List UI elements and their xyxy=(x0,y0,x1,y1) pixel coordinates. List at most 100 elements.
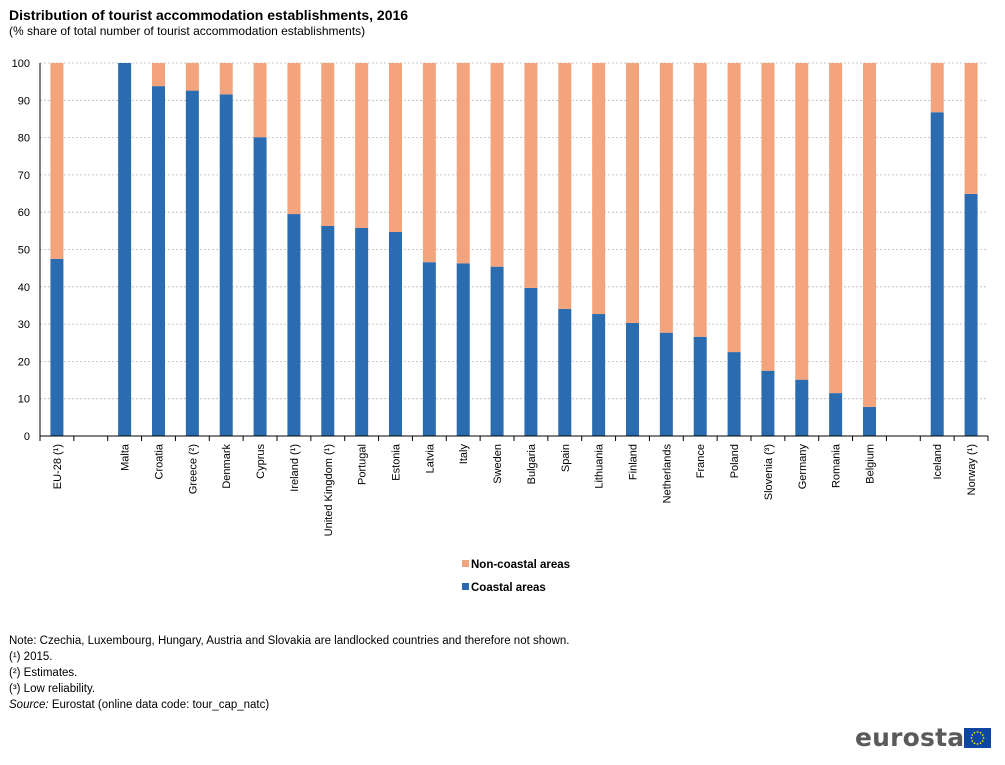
source-label: Source: xyxy=(9,699,49,711)
x-tick-label: Iceland xyxy=(932,444,944,479)
bar-coastal xyxy=(795,379,809,436)
bar-non-coastal xyxy=(524,63,538,288)
bar-non-coastal xyxy=(558,63,572,309)
bar-non-coastal xyxy=(152,63,165,87)
bar-non-coastal xyxy=(964,63,978,194)
bar-coastal xyxy=(761,370,775,436)
bar-non-coastal xyxy=(930,63,944,113)
x-tick-label: Netherlands xyxy=(661,444,673,504)
bar-coastal xyxy=(964,193,978,436)
x-tick-label: Lithuania xyxy=(594,443,606,489)
x-tick-label: Croatia xyxy=(154,443,166,479)
bar-non-coastal xyxy=(795,63,809,380)
bar-coastal xyxy=(863,406,876,436)
bar-coastal xyxy=(152,86,165,436)
bar-non-coastal xyxy=(219,63,233,95)
x-tick-label: Slovenia (³) xyxy=(763,444,775,500)
x-tick-label: Malta xyxy=(120,443,132,471)
y-tick-label: 40 xyxy=(18,282,30,294)
x-tick-label: Cyprus xyxy=(255,444,267,479)
footnote-3: (³) Low reliability. xyxy=(9,683,96,695)
x-tick-label: Sweden xyxy=(492,444,504,484)
source-line: Source: Eurostat (online data code: tour… xyxy=(9,697,569,713)
bar-coastal xyxy=(185,90,199,437)
x-tick-label: Poland xyxy=(729,444,741,478)
bar-non-coastal xyxy=(422,63,436,263)
bar-coastal xyxy=(592,314,606,436)
bar-coastal xyxy=(219,94,233,436)
x-tick-label: Italy xyxy=(458,444,470,465)
bar-non-coastal xyxy=(626,63,639,323)
bar-non-coastal xyxy=(287,63,301,215)
bar-coastal xyxy=(118,63,132,436)
bar-coastal xyxy=(930,112,944,437)
x-tick-label: Denmark xyxy=(221,444,233,489)
bar-non-coastal xyxy=(727,63,741,353)
x-tick-label: Latvia xyxy=(424,443,436,473)
bar-non-coastal xyxy=(490,63,504,267)
bar-coastal xyxy=(490,266,504,436)
x-tick-label: Estonia xyxy=(391,443,403,481)
footnote-1: (¹) 2015. xyxy=(9,651,53,663)
x-tick-label: Norway (¹) xyxy=(966,444,978,495)
x-tick-label: Romania xyxy=(831,443,843,488)
bar-coastal xyxy=(422,262,436,436)
bar-coastal xyxy=(287,214,301,436)
y-tick-label: 90 xyxy=(18,95,30,107)
x-tick-label: France xyxy=(695,444,707,478)
bar-coastal xyxy=(456,263,470,436)
bar-non-coastal xyxy=(321,63,335,227)
bar-non-coastal xyxy=(185,63,199,91)
bar-non-coastal xyxy=(863,63,876,407)
y-tick-label: 70 xyxy=(18,170,30,182)
bar-coastal xyxy=(389,231,402,436)
legend-label: Coastal areas xyxy=(471,582,546,594)
notes: Note: Czechia, Luxembourg, Hungary, Aust… xyxy=(9,633,569,713)
bar-non-coastal xyxy=(253,63,267,138)
x-tick-label: Germany xyxy=(797,444,809,490)
chart-title: Distribution of tourist accommodation es… xyxy=(9,7,409,23)
bar-coastal xyxy=(626,322,639,436)
bar-non-coastal xyxy=(829,63,843,394)
bar-coastal xyxy=(524,287,538,436)
bar-coastal xyxy=(829,393,843,436)
x-tick-label: Bulgaria xyxy=(526,443,538,484)
bar-coastal xyxy=(727,352,741,436)
legend-label: Non-coastal areas xyxy=(471,559,570,571)
x-tick-label: Ireland (¹) xyxy=(289,444,301,492)
y-tick-label: 80 xyxy=(18,133,30,145)
bar-non-coastal xyxy=(659,63,673,333)
bar-non-coastal xyxy=(456,63,470,264)
bar-non-coastal xyxy=(592,63,606,315)
chart-subtitle: (% share of total number of tourist acco… xyxy=(9,24,366,38)
x-tick-label: Spain xyxy=(560,444,572,472)
x-tick-label: Finland xyxy=(628,444,640,480)
x-tick-label: Portugal xyxy=(357,444,369,485)
legend-swatch xyxy=(462,560,469,567)
y-tick-label: 60 xyxy=(18,207,30,219)
x-tick-label: Belgium xyxy=(865,444,877,484)
legend-swatch xyxy=(462,583,469,590)
x-tick-label: Greece (²) xyxy=(187,444,199,494)
source-text: Eurostat (online data code: tour_cap_nat… xyxy=(48,699,270,711)
bar-non-coastal xyxy=(389,63,402,232)
bar-coastal xyxy=(50,258,64,436)
bar-coastal xyxy=(355,227,369,436)
y-tick-label: 10 xyxy=(18,394,30,406)
footnote-2: (²) Estimates. xyxy=(9,667,78,679)
y-tick-label: 30 xyxy=(18,319,30,331)
eu-flag-icon xyxy=(964,728,991,748)
bar-non-coastal xyxy=(693,63,707,337)
y-tick-label: 100 xyxy=(12,58,30,70)
bar-coastal xyxy=(659,332,673,436)
bar-non-coastal xyxy=(355,63,369,228)
y-tick-label: 20 xyxy=(18,356,30,368)
logo-text: eurostat xyxy=(855,723,977,752)
x-tick-label: EU-28 (¹) xyxy=(52,444,64,489)
bar-non-coastal xyxy=(50,63,64,259)
bar-coastal xyxy=(693,336,707,436)
bar-non-coastal xyxy=(761,63,775,371)
y-tick-label: 0 xyxy=(24,431,30,443)
bar-coastal xyxy=(253,137,267,437)
y-tick-label: 50 xyxy=(18,245,30,257)
